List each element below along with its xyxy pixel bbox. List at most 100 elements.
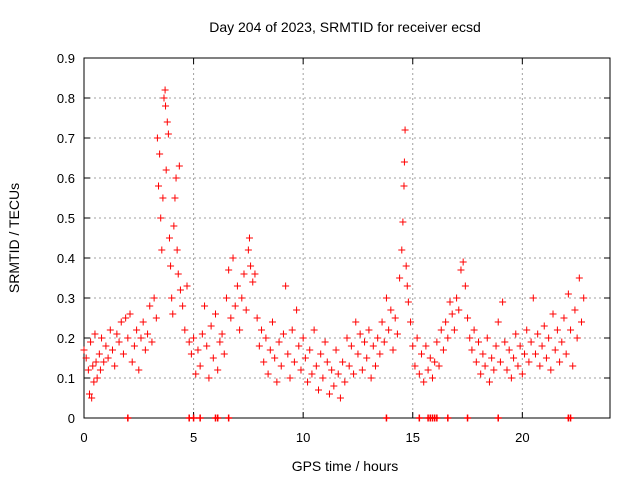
data-point xyxy=(422,342,430,350)
axis-ticks: 0 0.1 0.2 0.3 0.4 0.5 0.6 0.7 0.8 0.9 0 5 10 15 20 xyxy=(57,51,610,445)
data-point xyxy=(128,358,136,366)
data-point xyxy=(407,318,415,326)
data-point xyxy=(453,294,461,302)
data-point xyxy=(358,366,366,374)
data-point xyxy=(378,318,386,326)
data-point xyxy=(262,334,270,342)
data-point xyxy=(306,346,314,354)
data-point xyxy=(92,358,100,366)
data-point xyxy=(150,294,158,302)
data-point xyxy=(222,294,230,302)
data-point xyxy=(194,346,202,354)
data-point xyxy=(236,326,244,334)
data-point xyxy=(404,298,412,306)
data-point xyxy=(196,362,204,370)
data-point xyxy=(293,306,301,314)
data-point xyxy=(569,362,577,370)
zero-point xyxy=(433,414,441,422)
zero-point xyxy=(225,414,233,422)
data-point xyxy=(400,158,408,166)
data-point xyxy=(477,370,485,378)
data-point xyxy=(325,390,333,398)
zero-point xyxy=(444,414,452,422)
data-point xyxy=(464,314,472,322)
data-point xyxy=(374,334,382,342)
data-point xyxy=(507,374,515,382)
data-point xyxy=(190,334,198,342)
data-point xyxy=(551,346,559,354)
data-point xyxy=(164,130,172,138)
data-point xyxy=(319,374,327,382)
data-point xyxy=(168,294,176,302)
data-point xyxy=(290,358,298,366)
data-point xyxy=(361,338,369,346)
data-point xyxy=(529,294,537,302)
data-point xyxy=(162,166,170,174)
data-point xyxy=(317,350,325,358)
data-point xyxy=(133,326,141,334)
zero-point xyxy=(382,414,390,422)
data-point xyxy=(336,394,344,402)
data-point xyxy=(475,338,482,346)
data-point xyxy=(347,342,355,350)
data-point xyxy=(308,370,316,378)
data-point xyxy=(339,358,347,366)
data-point xyxy=(553,326,561,334)
data-point xyxy=(295,342,303,350)
data-point xyxy=(260,358,268,366)
data-point xyxy=(229,254,237,262)
data-point xyxy=(113,330,121,338)
data-point xyxy=(244,246,252,254)
data-point xyxy=(255,342,263,350)
data-point xyxy=(365,326,373,334)
data-point xyxy=(393,330,401,338)
data-point xyxy=(251,270,259,278)
data-point xyxy=(91,330,99,338)
data-point xyxy=(157,214,165,222)
data-point xyxy=(424,366,432,374)
data-point xyxy=(401,126,409,134)
data-point xyxy=(431,358,439,366)
data-point xyxy=(564,290,572,298)
data-point xyxy=(472,358,480,366)
data-point xyxy=(578,318,586,326)
data-point xyxy=(442,318,450,326)
data-point xyxy=(183,282,191,290)
data-point xyxy=(385,326,393,334)
data-point xyxy=(363,354,371,362)
data-point xyxy=(492,342,500,350)
data-point xyxy=(341,378,349,386)
data-point xyxy=(301,354,309,362)
data-point xyxy=(253,314,261,322)
data-point xyxy=(162,102,170,110)
data-point xyxy=(411,362,419,370)
data-point xyxy=(96,366,104,374)
data-point xyxy=(542,354,550,362)
data-point xyxy=(531,350,539,358)
data-point xyxy=(525,358,533,366)
data-point xyxy=(496,358,504,366)
zero-point xyxy=(190,414,198,422)
data-point xyxy=(536,362,544,370)
y-tick-label: 0 xyxy=(68,411,75,426)
data-point xyxy=(106,326,114,334)
data-point xyxy=(165,234,173,242)
data-point xyxy=(323,358,331,366)
data-point xyxy=(266,346,274,354)
data-point xyxy=(437,326,445,334)
data-point xyxy=(575,274,583,282)
data-point xyxy=(201,302,209,310)
data-point xyxy=(479,350,487,358)
data-point xyxy=(115,338,123,346)
data-point xyxy=(117,318,125,326)
data-point xyxy=(334,370,342,378)
data-point xyxy=(398,246,406,254)
data-point xyxy=(273,378,281,386)
zero-markers xyxy=(124,414,575,422)
data-point xyxy=(277,362,285,370)
data-point xyxy=(444,334,452,342)
data-point xyxy=(485,378,493,386)
data-point xyxy=(448,310,456,318)
data-point xyxy=(198,330,206,338)
